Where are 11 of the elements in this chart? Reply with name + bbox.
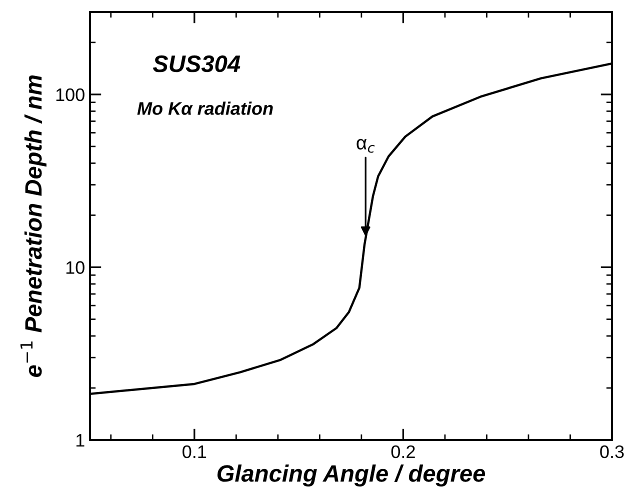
annotation: Mo Kα radiation xyxy=(137,102,273,115)
y-tick-label: 10 xyxy=(66,261,84,274)
x-tick-label: 0.2 xyxy=(391,445,415,458)
y-axis-title: e$^{−1}$ Penetration Depth / nm xyxy=(20,75,46,377)
annotation: SUS304 xyxy=(152,55,240,72)
x-tick-label: 0.3 xyxy=(600,445,624,458)
y-tick-label: 100 xyxy=(56,88,84,102)
y-tick-label: 1 xyxy=(76,434,84,447)
x-tick-label: 0.1 xyxy=(182,445,206,458)
annotation: α$_{c}$ xyxy=(356,138,375,153)
x-axis-title: Glancing Angle / degree xyxy=(217,464,486,486)
